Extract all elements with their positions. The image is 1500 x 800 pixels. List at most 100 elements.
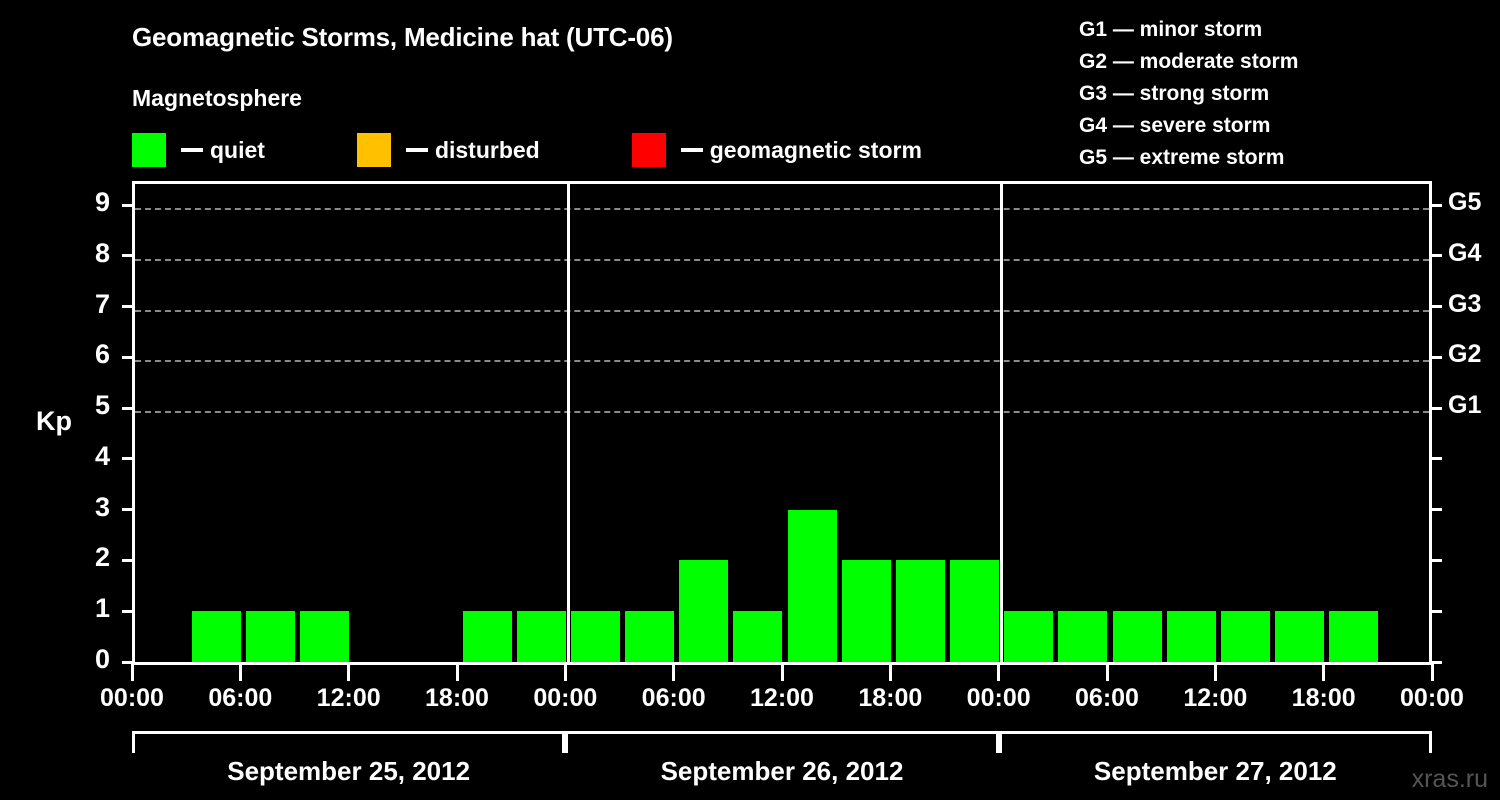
y-axis-label-6: 6 (94, 339, 110, 370)
y-axis-label-0: 0 (94, 644, 110, 674)
y-tick-right-6 (1429, 355, 1442, 359)
gridline-kp-9 (135, 208, 1429, 210)
bar (679, 560, 729, 662)
bar (1166, 611, 1216, 662)
x-tick-12 (1430, 664, 1434, 681)
x-tick-8 (997, 664, 1001, 681)
x-axis-label-3: 18:00 (425, 684, 489, 712)
gridline-kp-7 (135, 309, 1429, 312)
legend-item-quiet: quiet (132, 133, 265, 167)
date-bracket-1 (132, 731, 566, 753)
x-tick-4 (563, 664, 567, 681)
x-axis-label-5: 06:00 (641, 684, 706, 712)
y-tick-left-6 (122, 355, 135, 359)
magnetosphere-label: Magnetosphere (132, 85, 302, 111)
x-tick-7 (888, 664, 892, 681)
x-tick-0 (130, 664, 134, 681)
storm-scale-line-4: G4 — severe storm (1079, 114, 1271, 137)
y-axis-label-4: 4 (94, 440, 110, 471)
legend-item-disturbed: disturbed (356, 133, 540, 167)
storm-scale-line-3: G3 — strong storm (1079, 82, 1270, 105)
bar (625, 611, 675, 662)
x-axis-label-7: 18:00 (858, 684, 923, 712)
x-axis-label-4: 00:00 (533, 684, 598, 712)
y-tick-left-7 (122, 305, 135, 309)
y-tick-right-7 (1429, 305, 1442, 309)
bar (191, 611, 241, 662)
x-tick-1 (238, 664, 242, 681)
kp-axis-title: Kp (36, 406, 72, 436)
y-tick-right-1 (1429, 609, 1442, 613)
x-axis-label-1: 06:00 (208, 684, 273, 712)
date-label-1: September 25, 2012 (227, 756, 471, 786)
y-tick-right-8 (1429, 254, 1442, 258)
x-tick-3 (455, 664, 459, 681)
g-axis-label-G1: G1 (1448, 391, 1482, 420)
bar (462, 611, 512, 662)
gridline-kp-6 (135, 360, 1429, 363)
x-axis-label-11: 18:00 (1291, 684, 1356, 712)
bar (1220, 611, 1270, 662)
legend-item-label: disturbed (434, 136, 540, 163)
bar (895, 560, 945, 662)
x-axis-label-2: 12:00 (316, 684, 381, 712)
storm-scale-line-2: G2 — moderate storm (1079, 50, 1299, 73)
date-label-3: September 27, 2012 (1093, 756, 1337, 786)
x-axis-label-6: 12:00 (750, 684, 814, 712)
x-tick-5 (672, 664, 676, 681)
bar (1112, 611, 1162, 662)
x-axis-label-9: 06:00 (1075, 684, 1139, 712)
watermark: xras.ru (1411, 765, 1488, 793)
x-axis-label-10: 12:00 (1183, 684, 1248, 712)
y-axis-label-5: 5 (94, 390, 110, 421)
legend-dash-icon (181, 148, 203, 152)
x-tick-10 (1213, 664, 1217, 681)
date-label-2: September 26, 2012 (660, 756, 904, 786)
x-tick-2 (347, 664, 351, 681)
x-axis-label-0: 00:00 (100, 684, 164, 712)
g-axis-label-G3: G3 (1448, 289, 1482, 318)
x-tick-9 (1105, 664, 1109, 681)
y-tick-right-5 (1429, 406, 1442, 410)
g-axis-label-G2: G2 (1448, 340, 1482, 369)
bar (245, 611, 295, 662)
bar (516, 611, 566, 662)
bar (950, 560, 1000, 662)
y-axis-label-8: 8 (94, 237, 110, 268)
day-separator-1 (566, 184, 570, 662)
plot-area (132, 181, 1432, 665)
legend-item-label: quiet (210, 136, 265, 163)
y-tick-left-5 (122, 406, 135, 410)
y-axis-label-3: 3 (94, 491, 110, 522)
x-tick-11 (1322, 664, 1326, 681)
y-tick-right-4 (1429, 457, 1442, 461)
y-axis-label-2: 2 (94, 542, 110, 573)
y-tick-left-3 (122, 508, 135, 512)
y-tick-left-4 (122, 457, 135, 461)
day-separator-2 (1000, 184, 1004, 662)
magnetosphere-legend: quiet disturbed geomagnetic storm (132, 132, 922, 168)
x-axis-label-8: 00:00 (966, 684, 1031, 712)
legend-item-geomagnetic-storm: geomagnetic storm (631, 133, 922, 167)
g-axis-label-G5: G5 (1448, 188, 1482, 216)
y-tick-right-3 (1429, 508, 1442, 512)
x-axis-label-12: 00:00 (1400, 684, 1464, 712)
gridline-kp-5 (135, 411, 1429, 414)
y-axis-label-1: 1 (94, 593, 110, 624)
bar (1004, 611, 1054, 662)
gridline-kp-8 (135, 258, 1429, 261)
y-tick-right-9 (1429, 203, 1442, 207)
bar (570, 611, 620, 662)
storm-scale-line-1: G1 — minor storm (1079, 18, 1263, 41)
red-square-icon (631, 133, 666, 167)
date-bracket-2 (565, 731, 999, 753)
y-tick-left-9 (122, 203, 135, 207)
bar (1058, 611, 1108, 662)
bar (300, 611, 350, 662)
y-tick-left-0 (122, 660, 135, 664)
y-axis-label-7: 7 (94, 288, 110, 319)
bar (787, 509, 837, 662)
storm-scale-key: G1 — minor storm G2 — moderate storm G3 — … (1079, 14, 1298, 174)
bar (841, 560, 891, 662)
legend-dash-icon (680, 148, 703, 152)
